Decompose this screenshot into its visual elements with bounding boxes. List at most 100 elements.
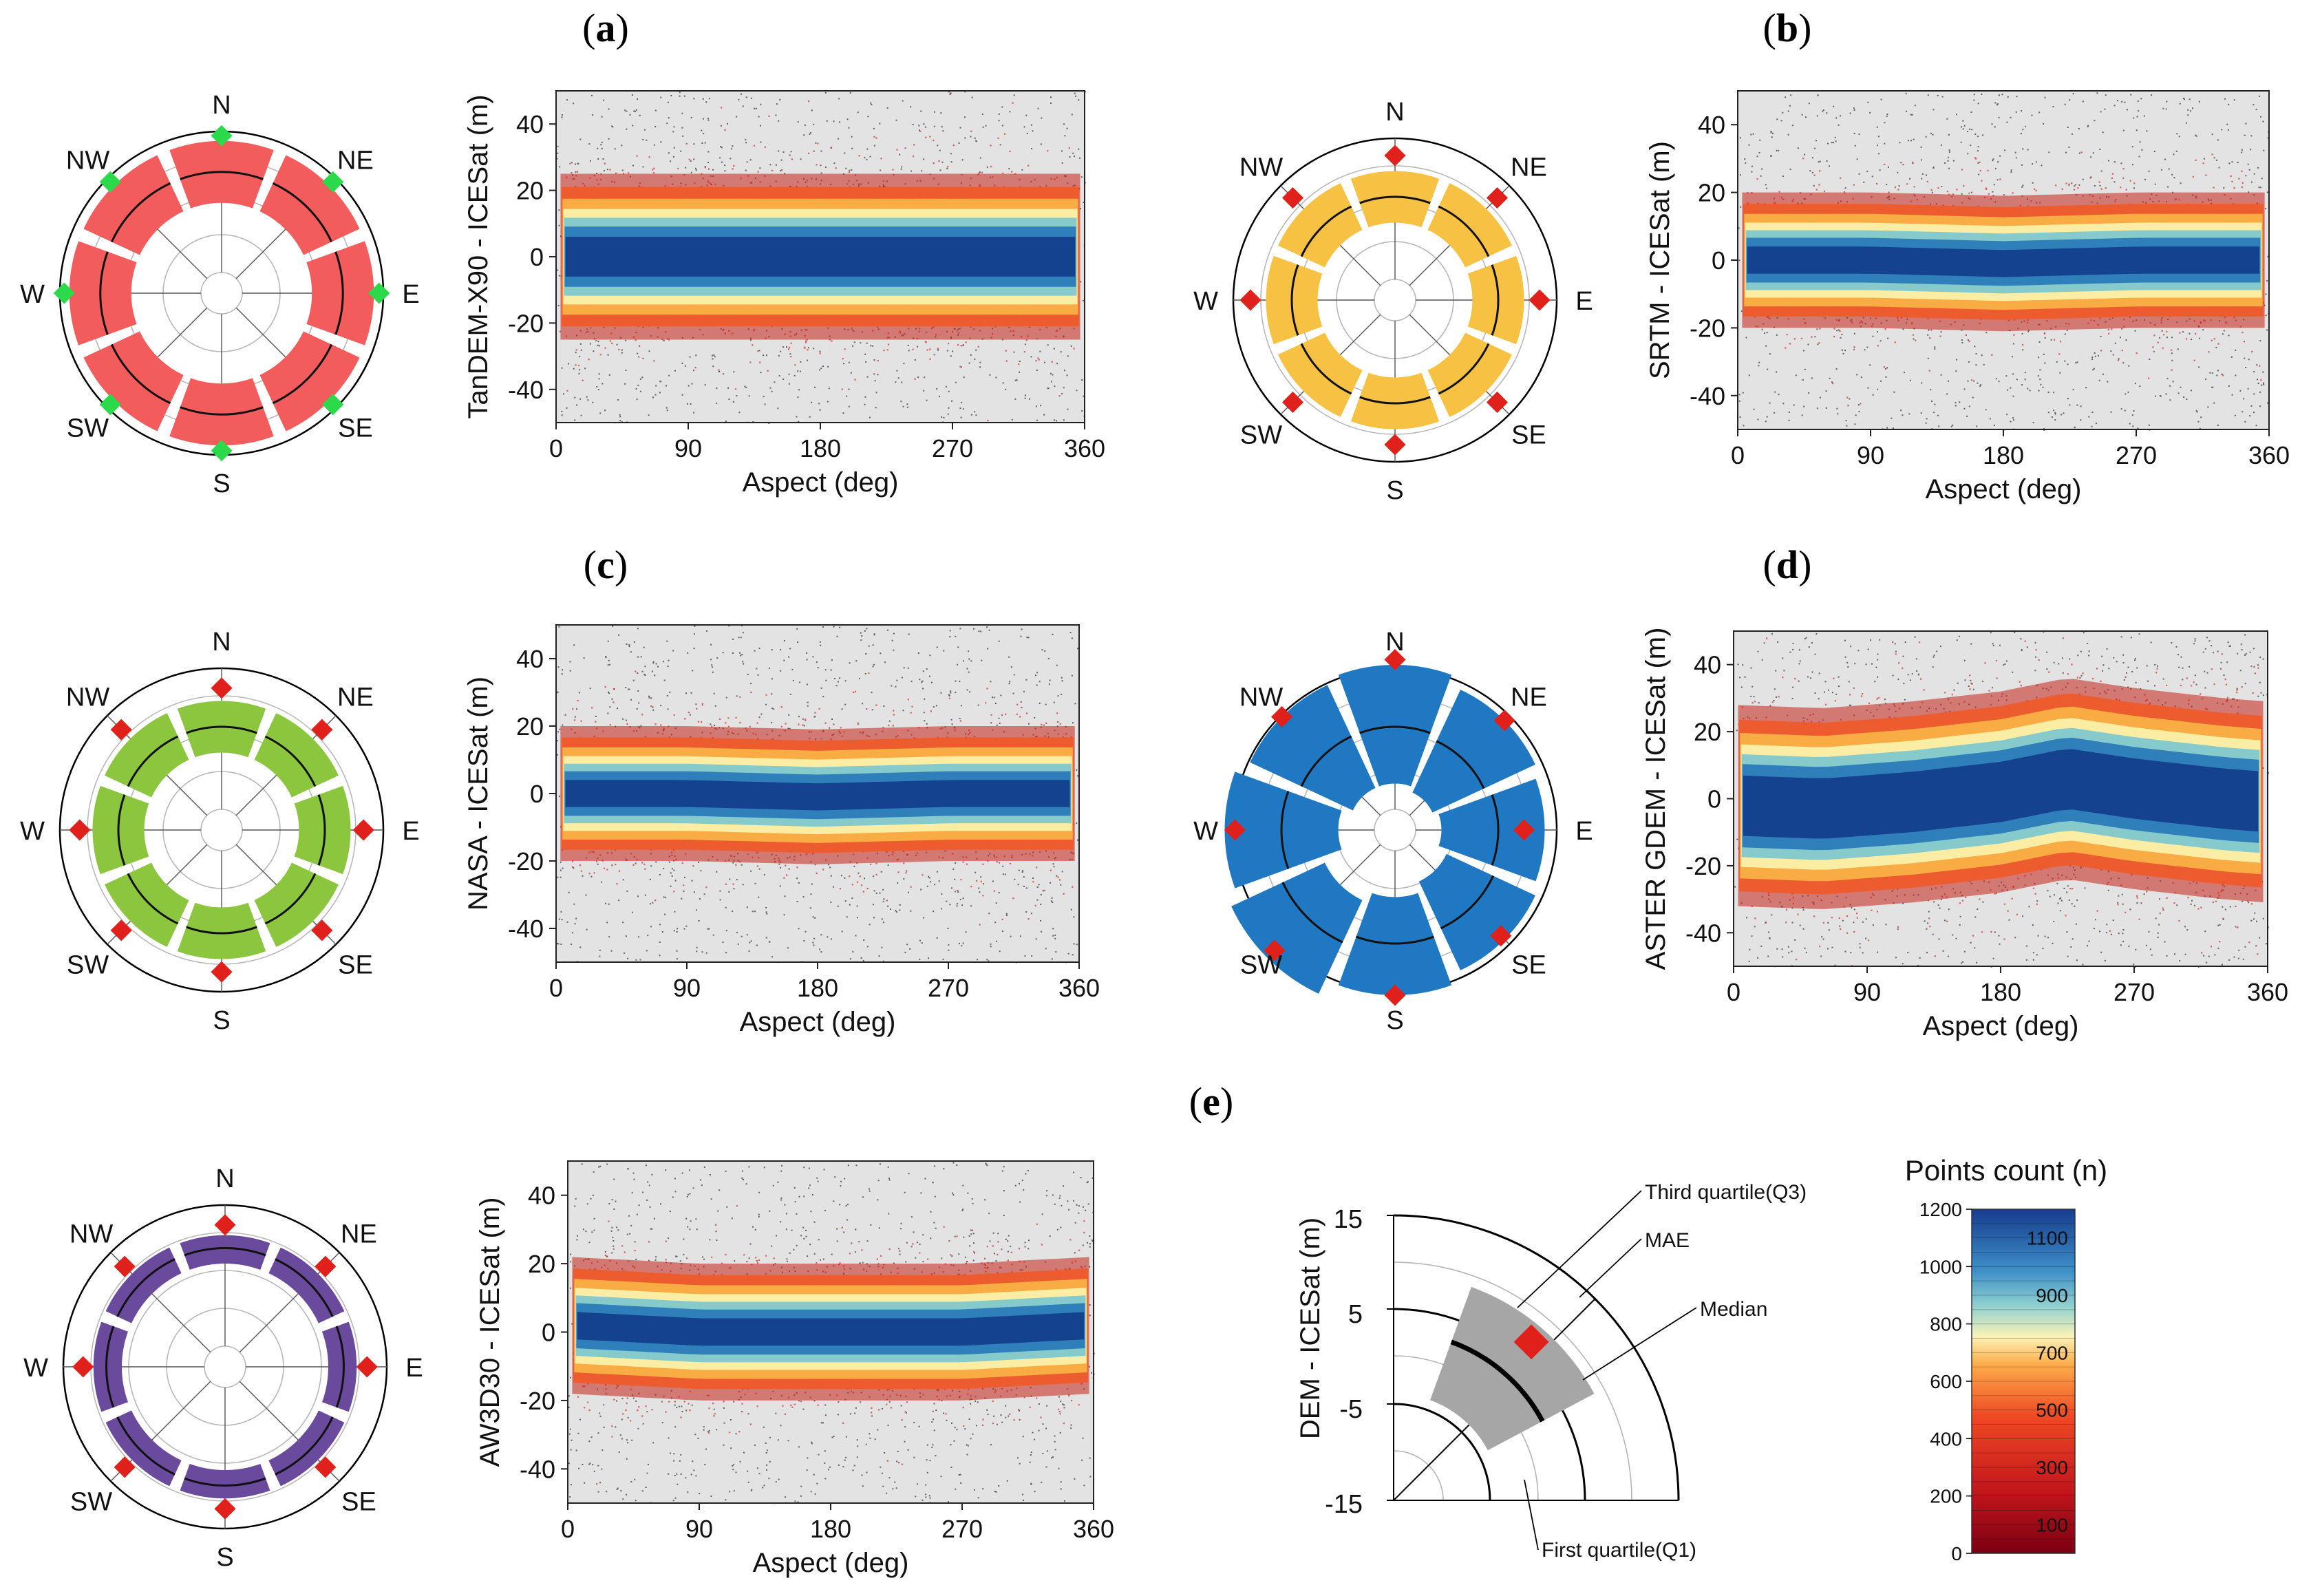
direction-label-n: N — [1385, 628, 1404, 657]
y-axis-label: ASTER GDEM - ICESat (m) — [1641, 628, 1671, 970]
y-tick-label: 20 — [1698, 179, 1725, 207]
direction-label-sw: SW — [67, 414, 109, 443]
x-tick-label: 270 — [2116, 441, 2157, 469]
rose-median-arc — [264, 873, 317, 925]
y-tick-label: 0 — [530, 780, 544, 808]
rose-median-arc — [116, 1416, 175, 1476]
rose-median-arc — [180, 171, 264, 180]
rose-diagram-aster: N NE E SE S SW W NW — [1193, 628, 1593, 1035]
rose-sector-e — [294, 785, 351, 875]
colorbar-tick-label: 200 — [1930, 1486, 1962, 1507]
direction-label-sw: SW — [1240, 421, 1282, 449]
rose-grid-circle — [200, 272, 243, 315]
rose-mae-marker — [53, 282, 75, 304]
panel-label-b: (b) — [1763, 6, 1812, 50]
y-tick-label: 40 — [516, 645, 544, 673]
rose-sector-w — [1224, 772, 1342, 889]
y-tick-label: -40 — [520, 1455, 555, 1483]
rose-median-arc — [264, 735, 317, 787]
rose-median-arc — [127, 735, 179, 787]
rose-grid-circle — [1374, 809, 1416, 851]
x-tick-label: 180 — [800, 434, 841, 462]
density-band — [1747, 246, 2260, 277]
y-tick-label: 40 — [1694, 651, 1721, 679]
rose-sector-s — [1350, 372, 1440, 429]
rose-sector-n — [177, 701, 266, 758]
direction-label-s: S — [1386, 476, 1403, 505]
annotation-third-quartile: Third quartile(Q3) — [1645, 1181, 1807, 1204]
rose-grid-circle — [1374, 279, 1416, 321]
direction-label-sw: SW — [67, 950, 109, 979]
rose-sector-ne — [254, 713, 339, 798]
rose-mae-marker — [211, 440, 233, 462]
direction-label-n: N — [1385, 98, 1404, 127]
colorbar-tick-label: 400 — [1930, 1428, 1962, 1449]
rose-mae-marker — [214, 1214, 236, 1236]
rose-median-arc — [1438, 343, 1490, 395]
density-scatter-aster: 0 90 180 270 360 -40 -20 0 20 40 ASTER GDEM - ICE… — [1641, 628, 2288, 1041]
rose-mae-marker — [211, 961, 233, 983]
direction-label-e: E — [1575, 817, 1593, 846]
legend-tick: -15 — [1325, 1490, 1363, 1519]
rose-sector-w — [69, 241, 137, 345]
rose-sector-nw — [1278, 183, 1363, 268]
rose-mae-marker — [1493, 710, 1515, 732]
legend-wedge — [1430, 1286, 1595, 1451]
rose-mae-marker — [1490, 925, 1512, 947]
legend-median-arc — [1450, 1339, 1545, 1423]
rose-mae-marker — [368, 282, 390, 304]
direction-label-n: N — [212, 628, 231, 657]
legend-leader-line — [1524, 1479, 1539, 1551]
colorbar: Points count (n) 1200 1000 800 600 400 200 0 11… — [1905, 1154, 2107, 1564]
direction-label-e: E — [1575, 287, 1593, 316]
x-tick-label: 360 — [1064, 434, 1105, 462]
rose-median-arc — [117, 794, 126, 866]
colorbar-tick-label: 800 — [1930, 1314, 1962, 1335]
rose-sector-e — [321, 1321, 357, 1412]
rose-mae-marker — [322, 394, 344, 416]
rose-sector-sw — [105, 862, 189, 947]
rose-median-arc — [110, 182, 171, 243]
direction-label-ne: NE — [341, 1220, 377, 1249]
rose-diagram-aw3d30: N NE E SE S SW W NW — [23, 1164, 423, 1572]
rose-median-arc — [335, 1326, 345, 1408]
rose-sector-w — [1266, 255, 1323, 345]
density-scatter-srtm: 0 90 180 270 360 -40 -20 0 20 40 SRTM - ICESat (m… — [1645, 90, 2290, 504]
legend-tick: -5 — [1339, 1395, 1363, 1424]
rose-median-arc — [1300, 205, 1352, 257]
x-tick-label: 180 — [797, 974, 838, 1002]
colorbar-inner-label: 900 — [2036, 1285, 2068, 1306]
x-tick-label: 180 — [1983, 441, 2024, 469]
x-axis-label: Aspect (deg) — [753, 1548, 909, 1578]
x-axis-label: Aspect (deg) — [1923, 1011, 2079, 1041]
direction-label-nw: NW — [1239, 153, 1283, 182]
rose-grid-circle — [200, 809, 243, 851]
rose-median-arc — [334, 251, 344, 335]
rose-mae-marker — [1264, 939, 1286, 961]
rose-mae-marker — [1384, 145, 1406, 167]
rose-median-arc — [186, 926, 257, 935]
density-scatter-nasa: 0 90 180 270 360 -40 -20 0 20 40 NASA - ICESat (m… — [463, 624, 1100, 1037]
x-tick-label: 90 — [1853, 978, 1881, 1006]
rose-mae-marker — [1486, 187, 1509, 209]
legend-tick: 15 — [1334, 1205, 1363, 1234]
direction-label-nw: NW — [1239, 683, 1283, 712]
y-tick-label: 0 — [1712, 246, 1725, 275]
rose-sector-e — [1467, 255, 1524, 345]
colorbar-tick-label: 600 — [1930, 1371, 1962, 1392]
y-tick-label: 0 — [1707, 785, 1721, 813]
direction-label-se: SE — [338, 414, 373, 443]
rose-sector-s — [177, 902, 266, 959]
direction-label-w: W — [20, 817, 45, 846]
density-band — [565, 780, 1070, 811]
colorbar-tick-label: 1000 — [1919, 1256, 1962, 1277]
rose-mae-marker — [1224, 819, 1246, 841]
x-tick-label: 270 — [928, 974, 969, 1002]
rose-sector-ne — [1412, 690, 1535, 813]
direction-label-sw: SW — [70, 1487, 112, 1516]
y-tick-label: 40 — [528, 1182, 555, 1210]
x-tick-label: 180 — [1980, 978, 2021, 1006]
legend-tick: 5 — [1348, 1300, 1363, 1329]
x-tick-label: 0 — [549, 974, 563, 1002]
rose-median-arc — [1359, 396, 1431, 405]
